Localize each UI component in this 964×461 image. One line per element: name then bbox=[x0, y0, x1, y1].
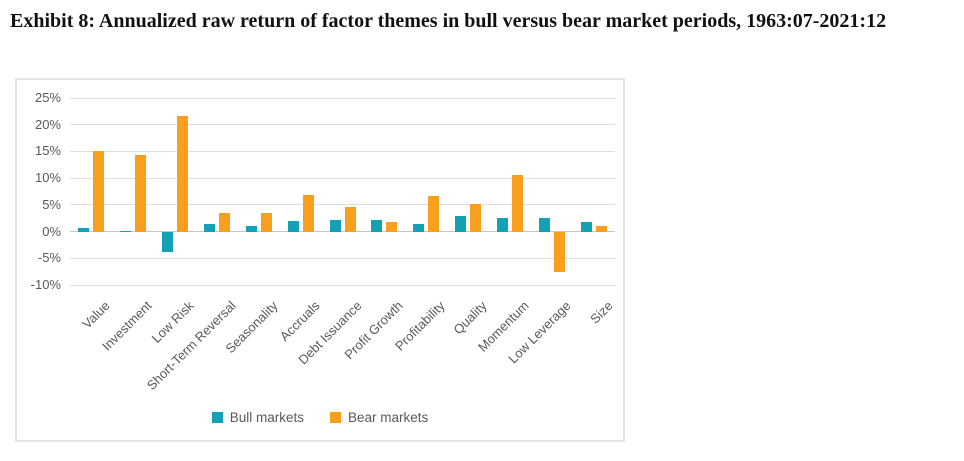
ytick-5: 5% bbox=[42, 196, 61, 212]
bar-bear-markets-value bbox=[92, 151, 104, 232]
gridline-5 bbox=[70, 257, 615, 259]
bar-bull-markets-profit-growth bbox=[371, 220, 383, 232]
gridline-10 bbox=[70, 177, 615, 179]
ytick-15: 15% bbox=[34, 143, 61, 159]
bar-bull-markets-value bbox=[77, 227, 89, 232]
bar-bull-markets-investment bbox=[119, 230, 131, 232]
plot-area: 25% 20% 15% 10% 5% 0% -5% -10% Value Investment Lo… bbox=[17, 80, 623, 440]
bar-bull-markets-momentum bbox=[497, 217, 509, 232]
bar-bull-markets-seasonality bbox=[245, 225, 257, 232]
bar-bear-markets-momentum bbox=[512, 175, 524, 232]
gridline-0 bbox=[70, 231, 615, 233]
bar-bull-markets-size bbox=[581, 221, 593, 232]
bar-bear-markets-profitability bbox=[428, 196, 440, 232]
legend-swatch-icon bbox=[211, 412, 223, 423]
bar-bear-markets-investment bbox=[134, 155, 146, 232]
bar-bear-markets-debt-issuance bbox=[344, 206, 356, 232]
bar-bear-markets-low-risk bbox=[176, 116, 188, 232]
legend-label: Bear markets bbox=[348, 410, 429, 425]
ytick-20: 20% bbox=[34, 116, 61, 132]
bar-bull-markets-low-leverage bbox=[539, 218, 551, 232]
bar-bear-markets-seasonality bbox=[260, 212, 272, 232]
bar-bull-markets-profitability bbox=[413, 224, 425, 232]
xlabel-size: Size bbox=[587, 298, 616, 327]
legend: Bull markets Bear markets bbox=[17, 410, 623, 425]
ytick-5: -5% bbox=[37, 250, 61, 266]
bar-bear-markets-profit-growth bbox=[386, 221, 398, 232]
ytick-0: 0% bbox=[42, 223, 61, 239]
legend-label: Bull markets bbox=[229, 410, 304, 425]
gridline-10 bbox=[70, 284, 615, 286]
legend-item-bull-markets: Bull markets bbox=[211, 410, 304, 425]
gridline-5 bbox=[70, 204, 615, 206]
xlabel-quality: Quality bbox=[450, 298, 490, 338]
gridline-20 bbox=[70, 124, 615, 126]
legend-swatch-icon bbox=[330, 412, 341, 423]
bar-bear-markets-accruals bbox=[302, 194, 314, 232]
legend-item-bear-markets: Bear markets bbox=[330, 410, 428, 425]
exhibit-title: Exhibit 8: Annualized raw return of fact… bbox=[10, 10, 887, 32]
bar-bull-markets-low-risk bbox=[161, 231, 173, 252]
ytick-10: -10% bbox=[30, 277, 61, 292]
ytick-10: 10% bbox=[34, 170, 61, 186]
gridline-15 bbox=[70, 150, 615, 152]
bar-bear-markets-size bbox=[596, 226, 608, 232]
chart-frame: 25% 20% 15% 10% 5% 0% -5% -10% Value Investment Lo… bbox=[15, 78, 625, 442]
bar-bear-markets-low-leverage bbox=[554, 231, 566, 273]
ytick-25: 25% bbox=[34, 90, 61, 105]
bar-bear-markets-short-term-reversal bbox=[218, 212, 230, 232]
bar-bear-markets-quality bbox=[470, 203, 482, 232]
bar-bull-markets-quality bbox=[455, 216, 467, 232]
gridline-25 bbox=[70, 97, 615, 99]
bar-bull-markets-debt-issuance bbox=[329, 220, 341, 232]
bar-bull-markets-accruals bbox=[287, 221, 299, 232]
bar-bull-markets-short-term-reversal bbox=[203, 224, 215, 232]
xlabel-value: Value bbox=[79, 298, 113, 332]
